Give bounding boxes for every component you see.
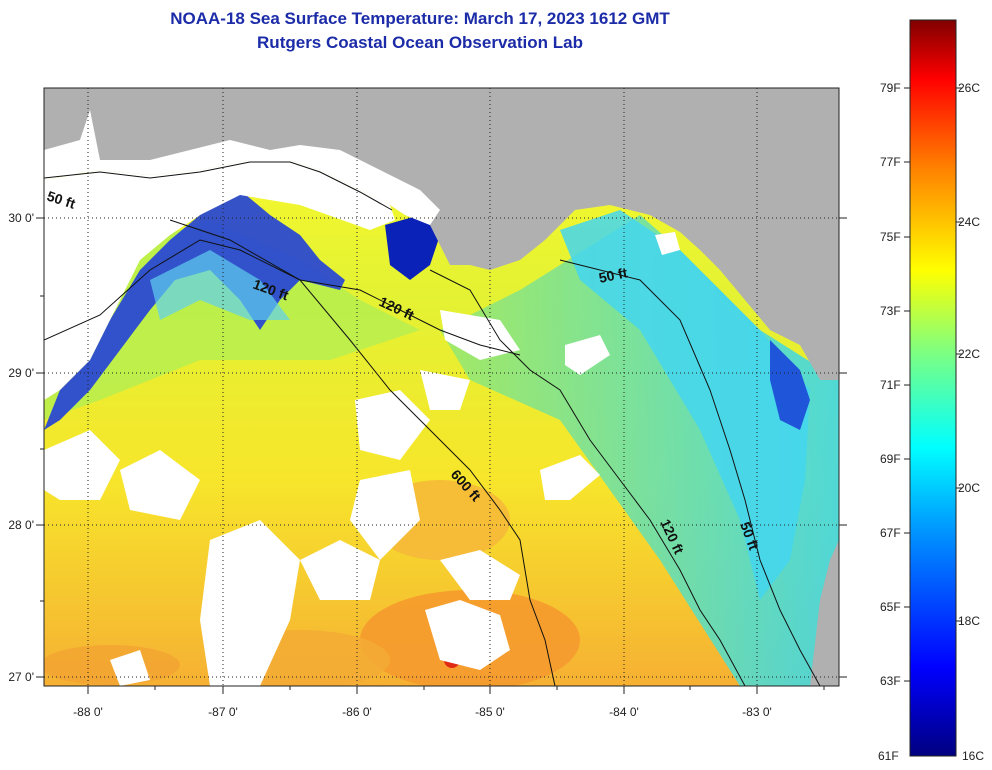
- land-east-peninsula: [810, 540, 839, 686]
- contour-label: 50 ft: [597, 264, 629, 286]
- map-frame: [43, 87, 840, 687]
- colorbar-f-label: 63F: [880, 674, 901, 688]
- colorbar-c-label: 20C: [958, 481, 980, 495]
- cloud-patch: [540, 455, 600, 500]
- colorbar-f-label: 77F: [880, 155, 901, 169]
- lat-label: 28 0': [8, 518, 34, 532]
- cold-front-east: [770, 340, 810, 430]
- colorbar-f-label: 71F: [880, 378, 901, 392]
- cloud-patch: [44, 430, 120, 500]
- lon-label: -86 0': [342, 705, 372, 719]
- gulf-white-shelf: [44, 160, 395, 400]
- cloud-patch: [355, 390, 430, 460]
- contour-50ft-west: [44, 161, 393, 211]
- colorbar-c-label: 18C: [958, 614, 980, 628]
- tick-marks: [36, 217, 847, 694]
- colorbar-f-label: 61F: [878, 749, 899, 763]
- cloud-patch: [440, 310, 520, 360]
- cloud-patch: [655, 232, 680, 255]
- cold-bay: [385, 215, 440, 280]
- cloud-patch: [425, 600, 510, 670]
- title-line-2: Rutgers Coastal Ocean Observation Lab: [257, 33, 583, 52]
- colorbar: [909, 19, 957, 757]
- colorbar-f-label: 69F: [880, 452, 901, 466]
- lon-label: -84 0': [609, 705, 639, 719]
- cloud-patch: [565, 335, 610, 375]
- contour-600ft: [169, 219, 556, 686]
- cloud-patch: [300, 540, 380, 600]
- colorbar-f-label: 79F: [880, 81, 901, 95]
- lat-label: 29 0': [8, 366, 34, 380]
- lat-label: 30 0': [8, 211, 34, 225]
- colorbar-c-label: 16C: [962, 749, 984, 763]
- cloud-patch: [440, 550, 520, 600]
- lon-label: -88 0': [73, 705, 103, 719]
- colorbar-celsius-labels: 26C 24C 22C 20C 18C 16C: [958, 81, 984, 763]
- colorbar-ticks: [904, 87, 962, 682]
- colorbar-fahrenheit-labels: 79F 77F 75F 73F 71F 69F 67F 65F 63F 61F: [878, 81, 901, 763]
- lon-label: -87 0': [208, 705, 238, 719]
- contour-120ft-east: [429, 269, 746, 686]
- title-line-1: NOAA-18 Sea Surface Temperature: March 1…: [170, 9, 670, 28]
- colorbar-c-label: 22C: [958, 347, 980, 361]
- lat-label: 27 0': [8, 670, 34, 684]
- colorbar-c-label: 24C: [958, 215, 980, 229]
- cyan-band-west: [150, 250, 290, 320]
- cold-front-west: [44, 190, 345, 430]
- cloud-patch: [420, 370, 470, 410]
- colorbar-c-label: 26C: [958, 81, 980, 95]
- cloud-patch: [120, 450, 200, 520]
- cloud-patch: [350, 470, 420, 560]
- colorbar-f-label: 65F: [880, 600, 901, 614]
- colorbar-f-label: 73F: [880, 304, 901, 318]
- contour-50ft-east: [559, 259, 821, 686]
- lon-label: -85 0': [475, 705, 505, 719]
- colorbar-f-label: 75F: [880, 230, 901, 244]
- cloud-patch: [200, 520, 300, 686]
- east-coastal-cyan: [560, 210, 810, 600]
- grid-lines: [44, 88, 839, 686]
- west-shelf-green: [44, 220, 420, 420]
- colorbar-f-label: 67F: [880, 526, 901, 540]
- warm-patch: [44, 645, 180, 685]
- land-coast-white: [44, 110, 440, 225]
- lon-label: -83 0': [742, 705, 772, 719]
